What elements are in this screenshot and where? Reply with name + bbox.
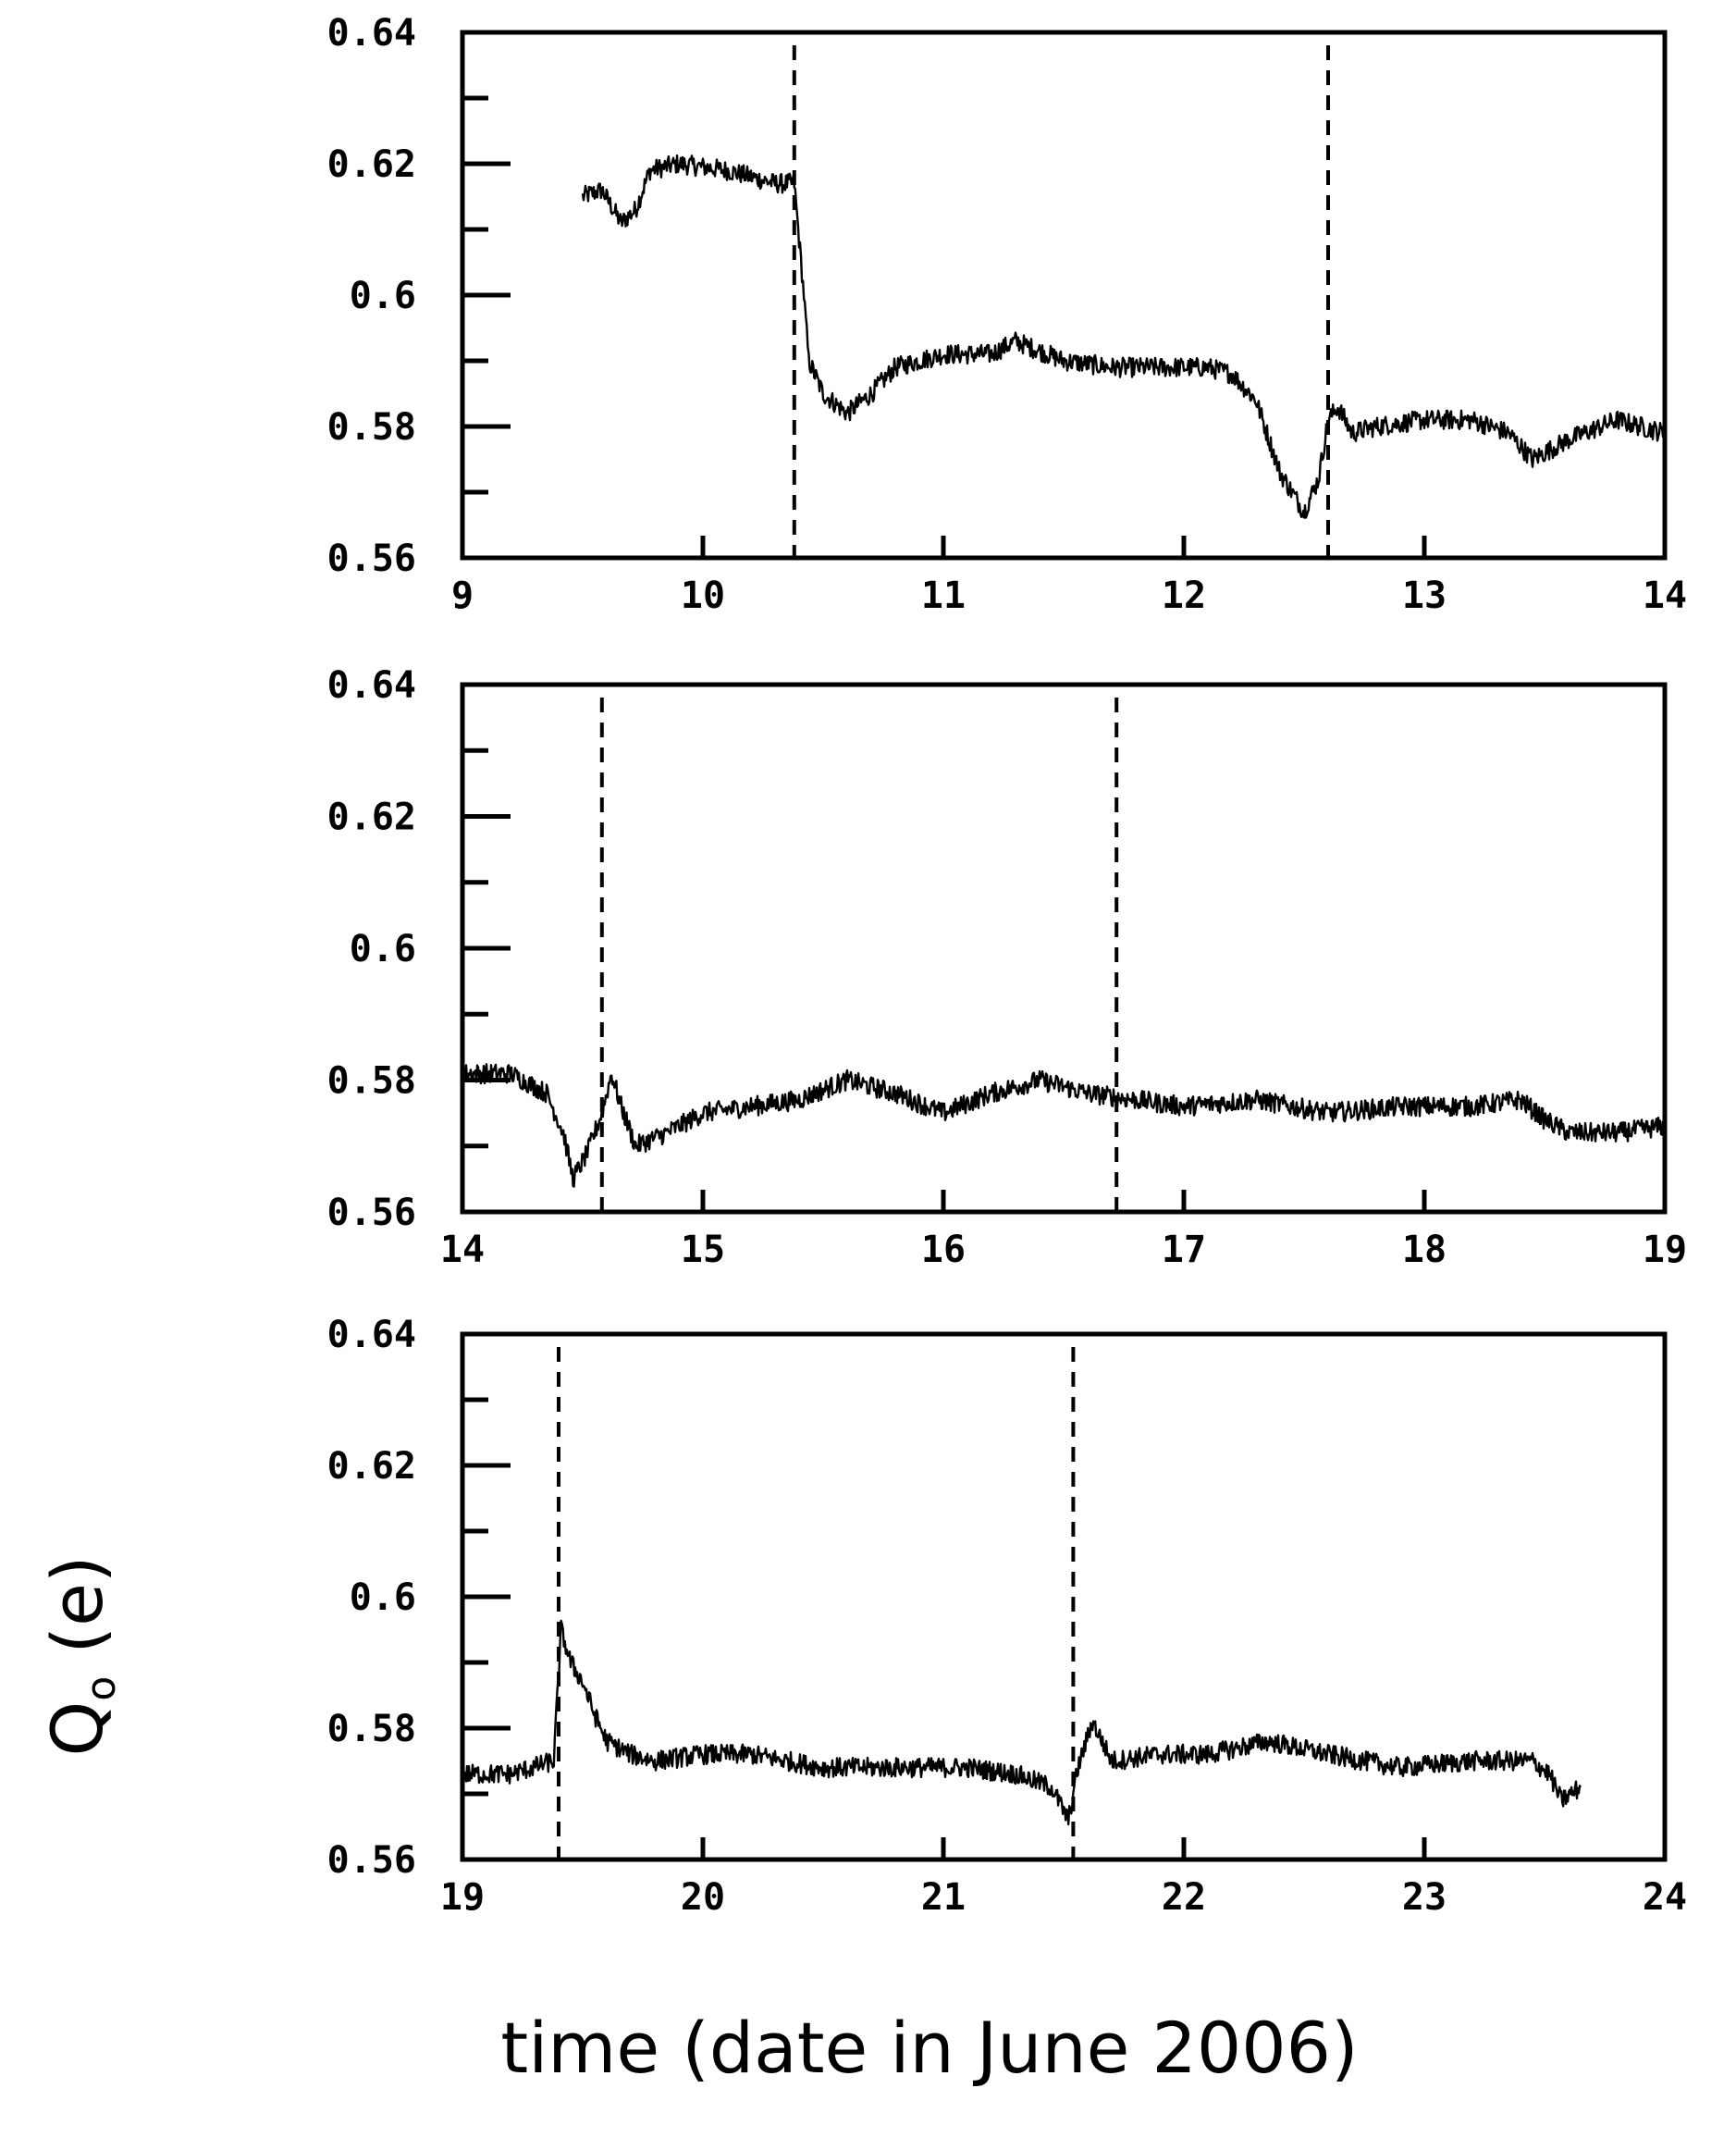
panel-1-xtick-label: 13 xyxy=(1402,575,1447,617)
panel-2-ytick-label: 0.62 xyxy=(327,797,416,839)
panel-2-series-1 xyxy=(461,1063,1667,1188)
panel-2-xtick-label: 16 xyxy=(921,1229,966,1271)
panel-1-xtick-label: 12 xyxy=(1162,575,1206,617)
panel-1-ytick-label: 0.64 xyxy=(327,12,416,55)
panel-2-ytick-label: 0.6 xyxy=(350,928,416,970)
panel-1-xtick-label: 9 xyxy=(451,575,474,617)
panel-3-ytick-label: 0.58 xyxy=(327,1708,416,1750)
panel-2-ytick-label: 0.64 xyxy=(327,664,416,707)
panel-1-xtick-label: 14 xyxy=(1643,575,1687,617)
y-axis-label-subscript: o xyxy=(78,1676,125,1701)
panel-3-xtick-label: 22 xyxy=(1162,1876,1206,1919)
panel-1-xtick-label: 10 xyxy=(681,575,725,617)
panel-2-xtick-label: 17 xyxy=(1162,1229,1206,1271)
panel-1-xtick-label: 11 xyxy=(921,575,966,617)
panels: 0.560.580.60.620.649 10 11 12 13 140.560.580.… xyxy=(327,12,1687,1919)
panel-2-xtick-label: 19 xyxy=(1643,1229,1687,1271)
panel-1-frame xyxy=(460,30,1668,561)
panel-3: 0.56 0.58 0.6 0.62 0.64 19 20 21 22 23 24 xyxy=(327,1314,1687,1919)
panel-2-xtick-label: 15 xyxy=(681,1229,725,1271)
panel-2-xtick-label: 18 xyxy=(1402,1229,1447,1271)
panel-2-ytick-label: 0.58 xyxy=(327,1060,416,1103)
panel-3-xtick-label: 23 xyxy=(1402,1876,1447,1919)
panel-3-ytick-label: 0.6 xyxy=(350,1576,416,1619)
panel-3-xtick-label: 19 xyxy=(440,1876,485,1919)
panel-3-ytick-label: 0.64 xyxy=(327,1314,416,1356)
panel-3-xtick-label: 21 xyxy=(921,1876,966,1919)
y-axis-label-gap xyxy=(36,1654,118,1676)
panel-2-ytick-label: 0.56 xyxy=(327,1192,416,1234)
panel-1-ytick-label: 0.62 xyxy=(327,143,416,186)
panel-3-xtick-label: 24 xyxy=(1643,1876,1687,1919)
y-axis-label-unit: (e) xyxy=(36,1556,118,1654)
panel-1-ytick-label: 0.56 xyxy=(327,538,416,580)
panel-1-series-1 xyxy=(581,154,1667,519)
panel-2-frame xyxy=(460,682,1668,1215)
panel-3-frame xyxy=(460,1331,1668,1862)
x-axis-label: time (date in June 2006) xyxy=(500,2007,1358,2089)
panel-2: 0.56 0.58 0.6 0.62 0.64 14 15 16 17 18 19 xyxy=(327,664,1687,1271)
y-axis-label-symbol: Q xyxy=(36,1701,118,1757)
panel-1-ytick-label: 0.58 xyxy=(327,406,416,449)
panel-2-xtick-label: 14 xyxy=(440,1229,485,1271)
panel-1: 0.56 0.58 0.6 0.62 0.64 9 10 11 12 13 14 xyxy=(327,12,1687,617)
panel-3-xtick-label: 20 xyxy=(681,1876,725,1919)
panel-3-ytick-label: 0.62 xyxy=(327,1445,416,1488)
panel-1-ytick-label: 0.6 xyxy=(350,275,416,317)
panel-3-series-1 xyxy=(461,1619,1582,1826)
panel-3-ytick-label: 0.56 xyxy=(327,1839,416,1882)
y-axis-label: Qo (e) xyxy=(36,1556,125,1757)
